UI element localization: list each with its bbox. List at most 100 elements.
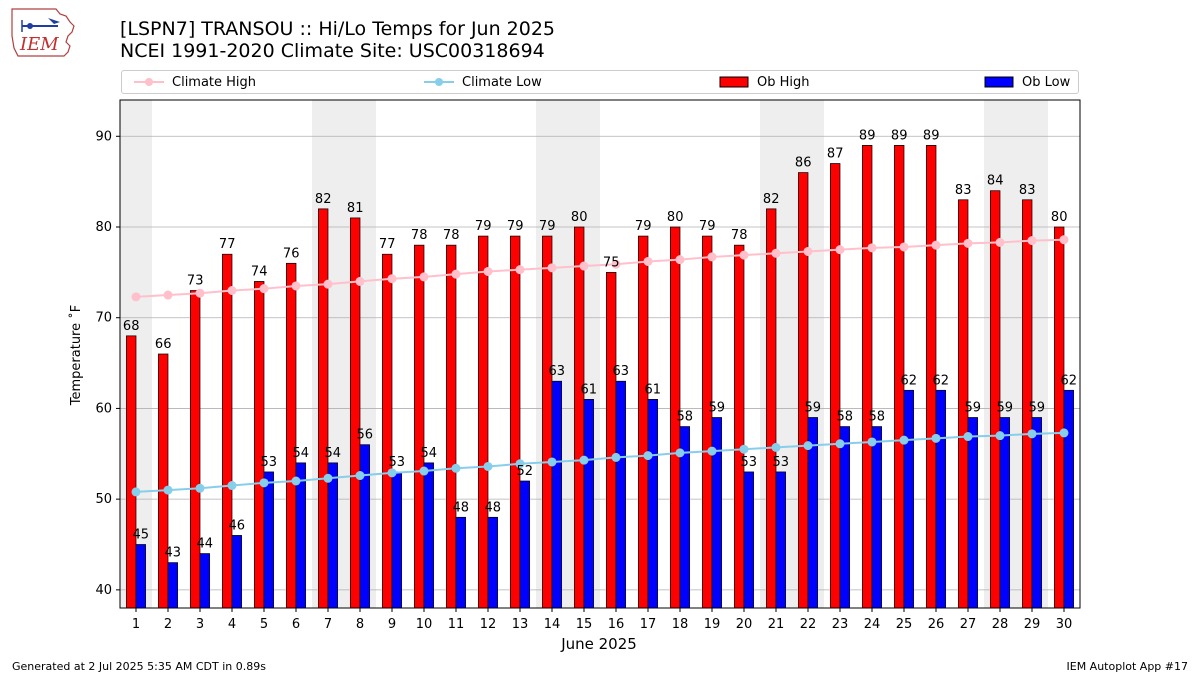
ob-high-bar: [318, 208, 329, 609]
ob-high-bar: [862, 145, 873, 609]
climate-low-point: [483, 461, 493, 471]
x-tick-label: 28: [992, 617, 1009, 632]
ob-low-label: 52: [517, 464, 534, 479]
y-tick-label: 70: [95, 311, 112, 326]
ob-low-label: 62: [1061, 373, 1078, 388]
ob-low-bar: [199, 553, 210, 609]
ob-high-bar: [606, 272, 617, 609]
ob-low-label: 58: [677, 410, 694, 425]
climate-low-point: [931, 433, 941, 443]
x-tick-label: 23: [832, 617, 849, 632]
ob-high-label: 78: [411, 228, 428, 243]
climate-low-line: [135, 431, 1065, 493]
ob-high-bar: [126, 335, 137, 609]
climate-low-point: [675, 448, 685, 458]
climate-high-point: [579, 261, 589, 271]
ob-low-bar: [487, 516, 498, 609]
ob-low-label: 53: [773, 455, 790, 470]
climate-high-point: [803, 246, 813, 256]
ob-low-bar: [775, 471, 786, 609]
climate-low-point: [771, 442, 781, 452]
climate-low-point: [419, 466, 429, 476]
ob-high-label: 66: [155, 337, 172, 352]
ob-low-bar: [711, 417, 722, 609]
climate-high-point: [1059, 235, 1069, 245]
climate-low-point: [835, 439, 845, 449]
legend-climate-high-swatch: [134, 78, 164, 86]
ob-low-label: 59: [805, 401, 822, 416]
legend-climate-low: Climate Low: [424, 71, 542, 93]
climate-low-point: [707, 446, 717, 456]
x-tick-label: 19: [704, 617, 721, 632]
x-tick-label: 1: [132, 617, 140, 632]
ob-low-bar: [647, 399, 658, 609]
climate-low-point: [451, 463, 461, 473]
x-tick-label: 18: [672, 617, 689, 632]
ob-high-bar: [734, 244, 745, 609]
climate-high-point: [163, 290, 173, 300]
climate-high-point: [643, 256, 653, 266]
climate-low-point: [611, 452, 621, 462]
ob-low-label: 44: [197, 537, 214, 552]
x-tick-label: 13: [512, 617, 529, 632]
legend-ob-low: Ob Low: [984, 71, 1070, 93]
climate-low-point: [291, 476, 301, 486]
ob-high-label: 79: [507, 219, 524, 234]
climate-low-point: [387, 468, 397, 478]
ob-low-bar: [263, 471, 274, 609]
climate-high-point: [1027, 236, 1037, 246]
x-tick-label: 3: [196, 617, 204, 632]
x-tick-label: 15: [576, 617, 593, 632]
ob-high-label: 77: [219, 237, 236, 252]
ob-high-label: 84: [987, 174, 1004, 189]
ob-low-bar: [903, 389, 914, 609]
ob-low-bar: [935, 389, 946, 609]
ob-low-label: 53: [261, 455, 278, 470]
ob-low-bar: [1063, 389, 1074, 609]
climate-high-point: [899, 242, 909, 252]
ob-high-bar: [990, 190, 1001, 609]
climate-high-point: [131, 292, 141, 302]
climate-low-point: [995, 431, 1005, 441]
ob-low-label: 59: [1029, 401, 1046, 416]
ob-high-label: 83: [1019, 183, 1036, 198]
legend-ob-high: Ob High: [719, 71, 810, 93]
y-tick-label: 80: [95, 220, 112, 235]
ob-high-label: 78: [443, 228, 460, 243]
climate-high-point: [355, 276, 365, 286]
x-tick-label: 26: [928, 617, 945, 632]
ob-low-bar: [1031, 417, 1042, 609]
ob-high-bar: [574, 226, 585, 609]
ob-low-bar: [551, 380, 562, 609]
climate-low-point: [515, 459, 525, 469]
climate-high-point: [291, 281, 301, 291]
x-tick-label: 27: [960, 617, 977, 632]
ob-low-label: 53: [389, 455, 406, 470]
x-axis-label: June 2025: [560, 635, 637, 653]
climate-high-point: [323, 279, 333, 289]
y-tick-label: 40: [95, 583, 112, 598]
ob-high-label: 68: [123, 319, 140, 334]
legend-label: Climate Low: [462, 74, 542, 90]
ob-high-bar: [350, 217, 361, 609]
ob-high-label: 75: [603, 255, 620, 270]
ob-high-label: 80: [667, 210, 684, 225]
ob-high-bar: [254, 281, 265, 609]
climate-high-point: [195, 288, 205, 298]
ob-low-label: 62: [901, 373, 918, 388]
ob-high-bar: [382, 253, 393, 609]
ob-low-label: 45: [133, 528, 150, 543]
ob-low-label: 54: [293, 446, 310, 461]
legend-climate-high: Climate High: [134, 71, 256, 93]
legend-ob-high-swatch: [719, 76, 749, 88]
legend: Climate High Climate Low Ob High Ob Low: [121, 70, 1079, 94]
climate-high-point: [835, 245, 845, 255]
ob-high-label: 82: [763, 192, 780, 207]
climate-high-point: [739, 250, 749, 260]
footer-generated: Generated at 2 Jul 2025 5:35 AM CDT in 0…: [12, 660, 266, 673]
ob-low-bar: [743, 471, 754, 609]
ob-low-label: 62: [933, 373, 950, 388]
ob-low-label: 59: [997, 401, 1014, 416]
